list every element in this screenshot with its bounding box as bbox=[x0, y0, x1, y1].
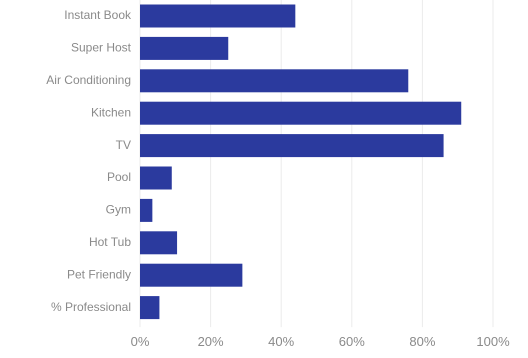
bar-5 bbox=[140, 166, 172, 190]
category-label-9: % Professional bbox=[51, 300, 131, 314]
category-label-7: Hot Tub bbox=[89, 235, 131, 249]
category-label-6: Gym bbox=[106, 203, 131, 217]
category-label-1: Super Host bbox=[71, 41, 132, 55]
category-label-2: Air Conditioning bbox=[46, 73, 131, 87]
bar-0 bbox=[140, 4, 296, 28]
bar-2 bbox=[140, 69, 409, 93]
bar-8 bbox=[140, 263, 243, 287]
category-label-0: Instant Book bbox=[64, 8, 132, 22]
bar-1 bbox=[140, 36, 229, 60]
x-tick-label-2: 40% bbox=[268, 334, 294, 349]
category-label-5: Pool bbox=[107, 170, 131, 184]
category-label-8: Pet Friendly bbox=[67, 267, 131, 281]
x-tick-label-5: 100% bbox=[476, 334, 510, 349]
category-label-4: TV bbox=[116, 138, 131, 152]
x-tick-label-3: 60% bbox=[339, 334, 365, 349]
category-labels: Instant Book Super Host Air Conditioning Ki… bbox=[46, 8, 132, 314]
bar-4 bbox=[140, 134, 444, 158]
bar-7 bbox=[140, 231, 178, 255]
x-tick-labels: 0% 20% 40% 60% 80% 100% bbox=[131, 334, 510, 349]
x-tick-label-1: 20% bbox=[198, 334, 224, 349]
bar-6 bbox=[140, 198, 153, 222]
bar-9 bbox=[140, 296, 160, 320]
bar-3 bbox=[140, 101, 462, 125]
category-label-3: Kitchen bbox=[91, 105, 131, 119]
x-tick-label-0: 0% bbox=[131, 334, 150, 349]
bars bbox=[140, 4, 462, 320]
x-tick-label-4: 80% bbox=[409, 334, 435, 349]
